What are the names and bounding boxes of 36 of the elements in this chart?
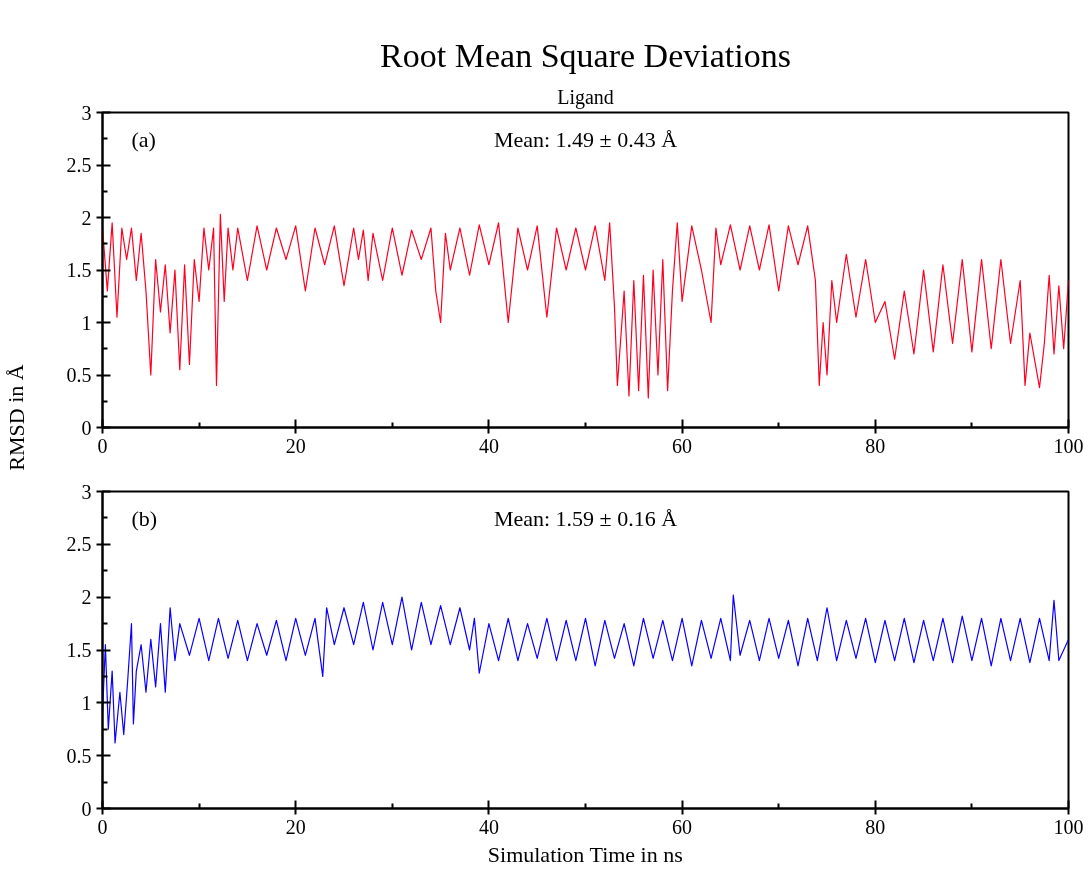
y-tick-label: 2.5 [66, 533, 92, 556]
annotation: (b) [131, 505, 158, 531]
y-tick-label: 1.5 [66, 639, 92, 661]
y-tick-label: 0.5 [66, 364, 92, 386]
y-tick-label: 2 [81, 206, 92, 229]
chart-subtitle: Ligand [557, 85, 614, 109]
annotation: Mean: 1.49 ± 0.43 Å [493, 126, 678, 152]
y-tick-label: 1 [81, 691, 92, 714]
x-tick-label: 100 [1053, 434, 1084, 457]
x-tick-label: 100 [1053, 815, 1084, 838]
y-tick-label: 0 [81, 797, 92, 820]
x-tick-label: 60 [672, 815, 693, 838]
x-tick-label: 20 [285, 434, 306, 457]
y-tick-label: 3 [81, 101, 92, 124]
x-tick-label: 20 [285, 815, 306, 838]
x-tick-label: 0 [97, 434, 108, 457]
x-tick-label: 40 [478, 815, 499, 838]
y-tick-label: 0.5 [66, 744, 92, 767]
y-tick-label: 2.5 [66, 154, 92, 176]
x-tick-label: 80 [865, 815, 886, 838]
line-series [102, 213, 1069, 399]
annotation: Mean: 1.59 ± 0.16 Å [493, 505, 678, 531]
annotation: (a) [131, 126, 156, 152]
x-axis-title: Simulation Time in ns [487, 841, 683, 867]
x-tick-label: 40 [478, 434, 499, 457]
x-tick-label: 60 [672, 434, 693, 457]
y-tick-label: 1 [81, 311, 92, 334]
y-tick-label: 3 [81, 480, 92, 503]
y-tick-label: 1.5 [66, 259, 92, 281]
y-axis-title: RMSD in Å [3, 364, 29, 471]
y-tick-label: 2 [81, 586, 92, 609]
chart-title: Root Mean Square Deviations [380, 36, 791, 74]
y-tick-label: 0 [81, 416, 92, 439]
x-tick-label: 80 [865, 434, 886, 457]
line-series [102, 594, 1069, 744]
x-tick-label: 0 [97, 815, 108, 838]
